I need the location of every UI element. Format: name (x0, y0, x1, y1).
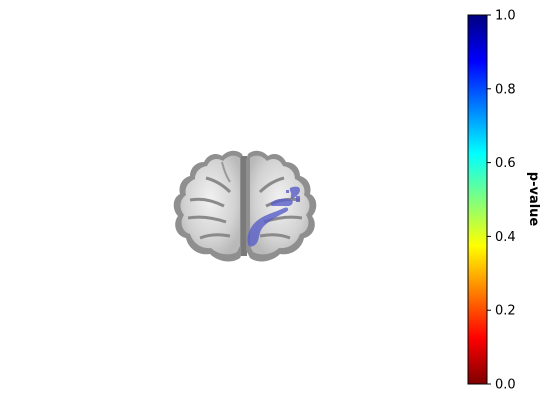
overlay-cluster-main (247, 207, 289, 247)
midline (241, 156, 247, 256)
colorbar-tick-label: 0.6 (495, 156, 516, 171)
colorbar-ticks: 0.0 0.2 0.4 0.6 0.8 1.0 (487, 9, 516, 393)
overlay-cluster-speck-2 (286, 190, 289, 193)
colorbar: 0.0 0.2 0.4 0.6 0.8 1.0 p-value (467, 9, 541, 393)
left-hemisphere (173, 150, 244, 262)
overlay-cluster-upper (270, 198, 293, 206)
colorbar-tick-label: 0.8 (495, 82, 516, 97)
colorbar-label: p-value (526, 172, 541, 227)
overlay-cluster-top (289, 186, 300, 199)
brain-slice (173, 150, 317, 262)
significance-overlay (247, 186, 300, 247)
colorbar-tick-label: 0.0 (495, 378, 516, 393)
right-hemisphere (246, 150, 317, 262)
overlay-cluster-speck (296, 196, 300, 202)
colorbar-tick-label: 1.0 (495, 9, 516, 24)
colorbar-tick-label: 0.4 (495, 230, 516, 245)
colorbar-tick-label: 0.2 (495, 304, 516, 319)
colorbar-gradient (467, 14, 488, 385)
